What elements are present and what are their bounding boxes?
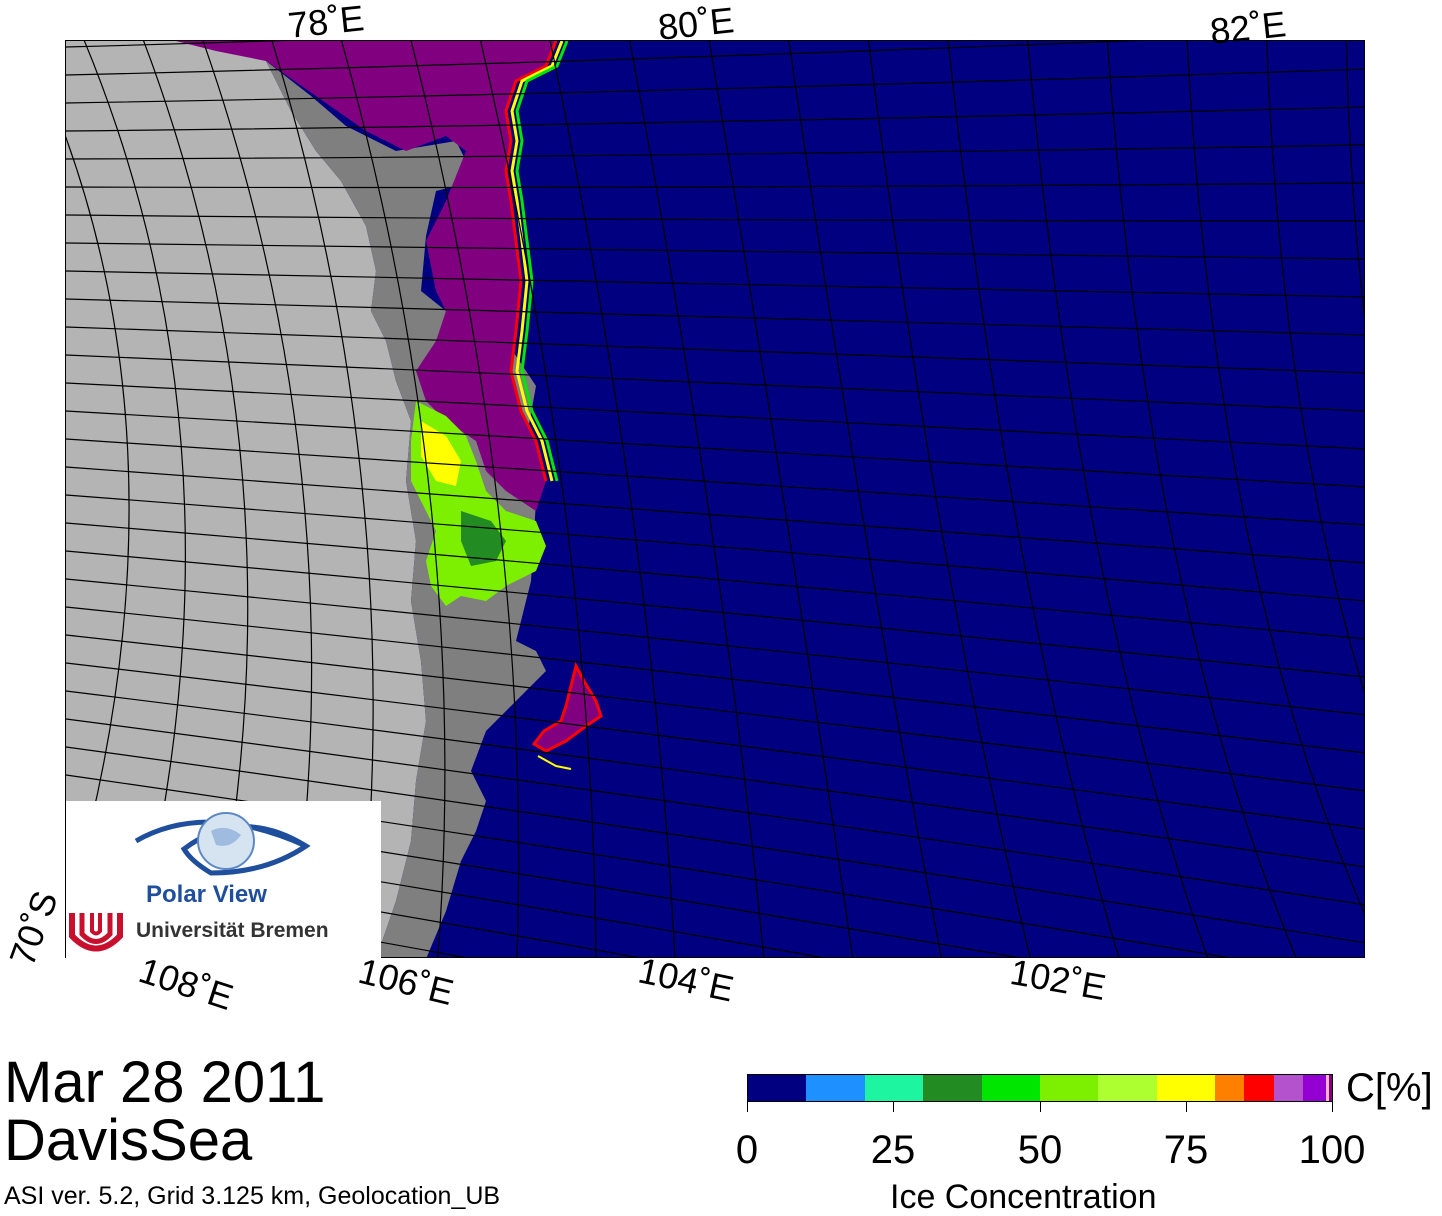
colorbar-label-100: 100 [1298,1128,1366,1172]
colorbar-segment [748,1075,807,1101]
colorbar [747,1074,1333,1102]
product-info: ASI ver. 5.2, Grid 3.125 km, Geolocation… [4,1182,501,1210]
lon-label-106e: 106˚E [354,950,458,1014]
green-ice-patch-dark [461,511,506,566]
colorbar-segment [1273,1075,1303,1101]
logo-institution: Universität Bremen [136,919,329,942]
colorbar-segment [1156,1075,1216,1101]
colorbar-segment [1328,1075,1332,1101]
ice-edge-fringe-green [515,41,569,482]
colorbar-label-0: 0 [735,1128,759,1172]
colorbar-label-25: 25 [870,1128,916,1172]
colorbar-segment [1302,1075,1327,1101]
lon-label-102e: 102˚E [1007,950,1109,1009]
colorbar-title: Ice Concentration [890,1178,1157,1216]
colorbar-segment [864,1075,924,1101]
green-ice-patch-inner [421,421,461,486]
colorbar-tick [1186,1102,1187,1112]
ice-floe-fringe [537,755,572,770]
colorbar-label-75: 75 [1163,1128,1209,1172]
colorbar-segment [806,1075,865,1101]
colorbar-unit: C[%] [1346,1066,1433,1110]
colorbar-segment [1098,1075,1157,1101]
lon-label-108e: 108˚E [134,949,239,1018]
colorbar-segment [1039,1075,1099,1101]
ice-edge-fringe [504,41,558,482]
ice-shelf-area [266,61,546,957]
lon-label-82e: 82˚E [1208,3,1288,52]
colorbar-segment [981,1075,1040,1101]
map-date: Mar 28 2011 [4,1050,326,1115]
colorbar-tick [1332,1102,1333,1112]
lon-label-80e: 80˚E [656,0,736,48]
colorbar-tick [1040,1102,1041,1112]
colorbar-tick [747,1102,748,1112]
lon-label-104e: 104˚E [634,949,738,1010]
colorbar-segment [1326,1075,1329,1101]
colorbar-segment [1244,1075,1274,1101]
colorbar-label-50: 50 [1017,1128,1063,1172]
map-region: DavisSea [4,1108,253,1173]
eye-icon [68,812,311,957]
lon-label-78e: 78˚E [286,0,366,46]
colorbar-segment [923,1075,982,1101]
colorbar-segment [1215,1075,1245,1101]
lat-label-70s: 70˚S [1,885,66,971]
dense-ice-area [176,41,556,511]
polar-view-logo: Polar View Universität Bremen [66,801,381,958]
colorbar-tick [893,1102,894,1112]
logo-title: Polar View [146,881,267,908]
